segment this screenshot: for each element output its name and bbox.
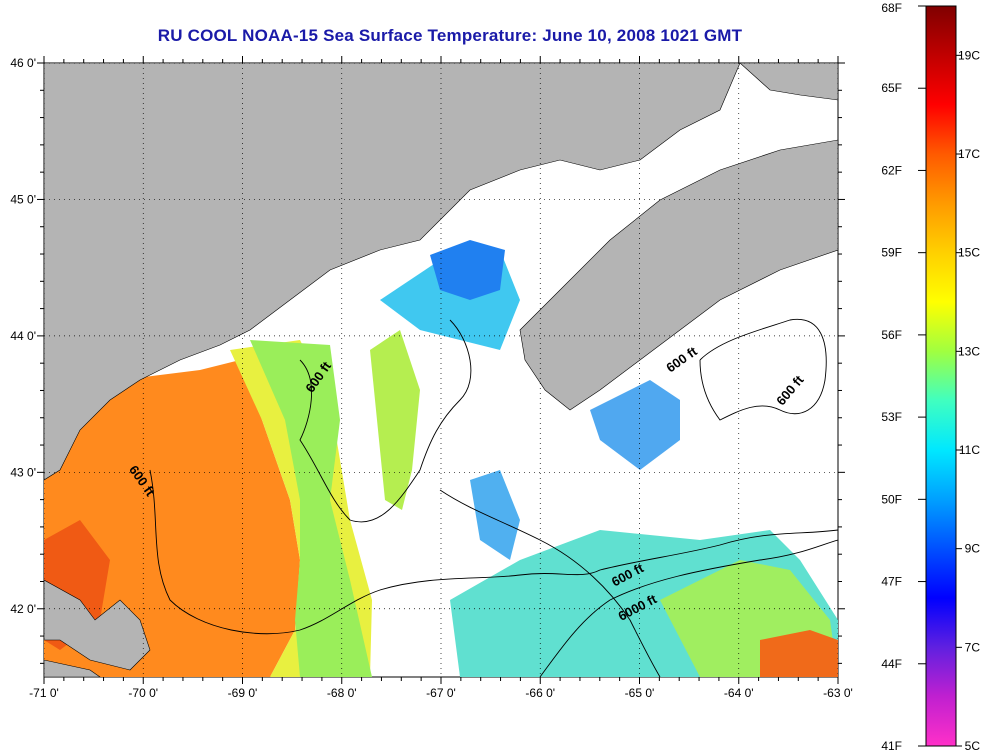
colorbar-f-label: 53F: [881, 410, 902, 424]
land-new-england: [44, 63, 741, 481]
lat-tick-label: 43 0': [10, 465, 36, 479]
lon-tick-label: -63 0': [823, 686, 853, 700]
sst-green-patch-central: [370, 330, 420, 510]
latitude-axis: 46 0' 45 0' 44 0' 43 0' 42 0': [10, 56, 845, 664]
lat-tick-label: 44 0': [10, 329, 36, 343]
colorbar-c-label: 17C: [958, 147, 980, 161]
colorbar-f-label: 50F: [881, 492, 902, 506]
colorbar-c-label: 11C: [959, 443, 980, 457]
sst-southeast-warm: [760, 630, 838, 677]
lon-tick-label: -66 0': [525, 686, 555, 700]
colorbar-scale: [925, 5, 957, 747]
colorbar: 68F 65F 62F 59F 56F 53F 50F 47F 44F 41F 19C 17C 15C…: [881, 1, 980, 753]
lon-tick-label: -67 0': [426, 686, 456, 700]
lon-tick-label: -71 0': [29, 686, 59, 700]
land-nova-scotia: [519, 139, 838, 411]
colorbar-fahrenheit-labels: 68F 65F 62F 59F 56F 53F 50F 47F 44F 41F: [881, 1, 926, 753]
colorbar-f-label: 41F: [881, 739, 902, 753]
contour-600ft-gulf: [299, 319, 472, 523]
lon-tick-label: -68 0': [327, 686, 357, 700]
lat-tick-label: 45 0': [10, 192, 36, 206]
colorbar-f-label: 56F: [881, 328, 902, 342]
sst-data-layer: [44, 240, 838, 677]
colorbar-celsius-labels: 19C 17C 15C 13C 11C 9C 7C 5C: [956, 48, 980, 753]
colorbar-f-label: 68F: [881, 1, 902, 15]
lat-tick-label: 42 0': [10, 602, 36, 616]
contour-600ft-east: [699, 318, 827, 421]
sst-blue-patch: [430, 240, 505, 300]
contour-6000ft: [539, 539, 838, 677]
colorbar-f-label: 65F: [881, 81, 902, 95]
land-islands-south: [44, 659, 101, 677]
sst-nova-scotia-blue: [590, 380, 680, 470]
sst-warm-region: [44, 360, 300, 677]
colorbar-c-label: 19C: [958, 48, 980, 62]
contour-600ft-basin: [439, 489, 661, 677]
contour-600ft-west: [149, 469, 838, 635]
colorbar-f-label: 62F: [881, 163, 902, 177]
colorbar-c-label: 5C: [965, 739, 981, 753]
colorbar-c-label: 7C: [965, 640, 981, 654]
colorbar-f-label: 59F: [881, 246, 902, 260]
lon-tick-label: -69 0': [228, 686, 258, 700]
lon-tick-label: -65 0': [625, 686, 655, 700]
lat-tick-label: 46 0': [10, 56, 36, 70]
sst-midgulf-blue: [470, 470, 520, 560]
lon-tick-label: -70 0': [128, 686, 158, 700]
colorbar-c-label: 13C: [958, 344, 980, 358]
colorbar-f-label: 44F: [881, 657, 902, 671]
colorbar-f-label: 47F: [881, 575, 902, 589]
map-title: RU COOL NOAA-15 Sea Surface Temperature:…: [157, 26, 743, 45]
contour-lines: [149, 318, 838, 677]
sst-green-region: [250, 340, 372, 677]
lon-tick-label: -64 0': [724, 686, 754, 700]
land-layer: [44, 63, 838, 677]
land-cape-cod: [44, 579, 151, 671]
longitude-axis: -71 0' -70 0' -69 0' -68 0' -67 0' -66 0' -65 …: [29, 56, 853, 700]
colorbar-c-label: 9C: [965, 542, 981, 556]
colorbar-c-label: 15C: [958, 246, 980, 260]
land-canada-north: [739, 63, 838, 101]
